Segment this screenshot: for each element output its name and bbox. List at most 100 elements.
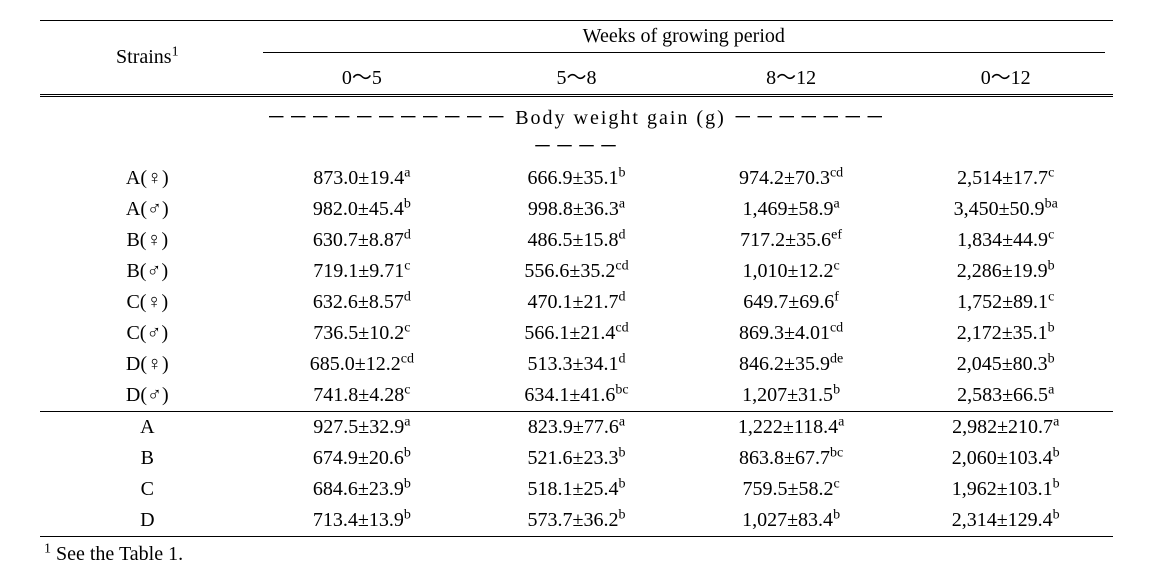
data-cell: 630.7±8.87d: [255, 225, 470, 256]
significance-letter: ba: [1045, 196, 1058, 211]
significance-letter: a: [833, 196, 839, 211]
value: 684.6±23.9b: [313, 478, 411, 501]
data-cell: 649.7±69.6f: [684, 287, 899, 318]
value: 632.6±8.57d: [313, 291, 411, 314]
data-cell: 717.2±35.6ef: [684, 225, 899, 256]
significance-letter: bc: [830, 445, 843, 460]
significance-letter: b: [1053, 445, 1060, 460]
value: 823.9±77.6a: [528, 416, 625, 439]
value: 685.0±12.2cd: [310, 353, 414, 376]
value: 759.5±58.2c: [742, 478, 839, 501]
data-cell: 1,222±118.4a: [684, 412, 899, 444]
value: 717.2±35.6ef: [740, 229, 842, 252]
significance-letter: d: [618, 351, 625, 366]
value: 2,286±19.9b: [957, 260, 1055, 283]
data-cell: 634.1±41.6bc: [469, 380, 684, 412]
weeks-label: Weeks of growing period: [263, 25, 1105, 53]
data-cell: 2,045±80.3b: [898, 349, 1113, 380]
significance-letter: b: [1053, 507, 1060, 522]
data-cell: 846.2±35.9de: [684, 349, 899, 380]
value: 1,207±31.5b: [742, 384, 840, 407]
data-cell: 741.8±4.28c: [255, 380, 470, 412]
data-cell: 1,469±58.9a: [684, 194, 899, 225]
data-cell: 2,172±35.1b: [898, 318, 1113, 349]
data-cell: 1,207±31.5b: [684, 380, 899, 412]
significance-letter: de: [830, 351, 843, 366]
significance-letter: a: [404, 414, 410, 429]
strain-cell: D: [40, 505, 255, 537]
value: 982.0±45.4b: [313, 198, 411, 221]
table-row: C(♀)632.6±8.57d470.1±21.7d649.7±69.6f1,7…: [40, 287, 1113, 318]
significance-letter: d: [404, 289, 411, 304]
strain-cell: B(♀): [40, 225, 255, 256]
data-cell: 566.1±21.4cd: [469, 318, 684, 349]
data-cell: 3,450±50.9ba: [898, 194, 1113, 225]
significance-letter: a: [619, 196, 625, 211]
value: 873.0±19.4a: [313, 167, 410, 190]
significance-letter: d: [618, 227, 625, 242]
significance-letter: c: [1048, 227, 1054, 242]
table-row: B(♀)630.7±8.87d486.5±15.8d717.2±35.6ef1,…: [40, 225, 1113, 256]
value: 863.8±67.7bc: [739, 447, 843, 470]
table-row: A(♀) 873.0±19.4a 666.9±35.1b 974.2±70.3cd2,…: [40, 163, 1113, 194]
data-cell: 486.5±15.8d: [469, 225, 684, 256]
data-cell: 1,962±103.1b: [898, 474, 1113, 505]
data-cell: 1,027±83.4b: [684, 505, 899, 537]
value: 513.3±34.1d: [527, 353, 625, 376]
significance-letter: b: [1048, 320, 1055, 335]
value: 1,222±118.4a: [738, 416, 844, 439]
value: 2,060±103.4b: [952, 447, 1060, 470]
strain-cell: A(♀): [40, 163, 255, 194]
strains-footnote-marker: 1: [172, 44, 179, 59]
value: 741.8±4.28c: [313, 384, 410, 407]
value: 2,172±35.1b: [957, 322, 1055, 345]
header-strains: Strains1: [40, 21, 255, 96]
significance-letter: cd: [830, 165, 843, 180]
value: 674.9±20.6b: [313, 447, 411, 470]
value: 573.7±36.2b: [527, 509, 625, 532]
value: 470.1±21.7d: [527, 291, 625, 314]
empty-cell: [898, 96, 1113, 164]
significance-letter: b: [1053, 476, 1060, 491]
data-cell: 2,514±17.7c: [898, 163, 1113, 194]
value: 2,583±66.5a: [957, 384, 1054, 407]
value: 1,027±83.4b: [742, 509, 840, 532]
value: 869.3±4.01cd: [739, 322, 843, 345]
data-table: Strains1 Weeks of growing period 0～5 5～8…: [40, 20, 1113, 537]
value: 998.8±36.3a: [528, 198, 625, 221]
data-cell: 998.8±36.3a: [469, 194, 684, 225]
significance-letter: cd: [615, 258, 628, 273]
value: 1,752±89.1c: [957, 291, 1054, 314]
data-cell: 573.7±36.2b: [469, 505, 684, 537]
value: 719.1±9.71c: [313, 260, 410, 283]
significance-letter: b: [404, 445, 411, 460]
data-cell: 470.1±21.7d: [469, 287, 684, 318]
period-col-0: 0～5: [255, 57, 470, 96]
footnote-text: See the Table 1.: [51, 543, 183, 565]
strain-cell: B: [40, 443, 255, 474]
data-cell: 556.6±35.2cd: [469, 256, 684, 287]
data-cell: 2,982±210.7a: [898, 412, 1113, 444]
data-cell: 927.5±32.9a: [255, 412, 470, 444]
table-row: C(♂)736.5±10.2c566.1±21.4cd869.3±4.01cd2…: [40, 318, 1113, 349]
data-cell: 2,286±19.9b: [898, 256, 1113, 287]
significance-letter: cd: [615, 320, 628, 335]
significance-letter: b: [404, 507, 411, 522]
value: 666.9±35.1b: [527, 167, 625, 190]
table-row: D(♂)741.8±4.28c634.1±41.6bc1,207±31.5b2,…: [40, 380, 1113, 412]
data-cell: 759.5±58.2c: [684, 474, 899, 505]
significance-letter: ef: [831, 227, 842, 242]
significance-letter: c: [404, 258, 410, 273]
significance-letter: b: [833, 507, 840, 522]
significance-letter: c: [833, 258, 839, 273]
significance-letter: b: [404, 476, 411, 491]
data-cell: 518.1±25.4b: [469, 474, 684, 505]
value: 713.4±13.9b: [313, 509, 411, 532]
significance-letter: d: [404, 227, 411, 242]
data-cell: 974.2±70.3cd: [684, 163, 899, 194]
data-cell: 982.0±45.4b: [255, 194, 470, 225]
strain-cell: A: [40, 412, 255, 444]
data-cell: 1,752±89.1c: [898, 287, 1113, 318]
value: 846.2±35.9de: [739, 353, 843, 376]
data-cell: 684.6±23.9b: [255, 474, 470, 505]
